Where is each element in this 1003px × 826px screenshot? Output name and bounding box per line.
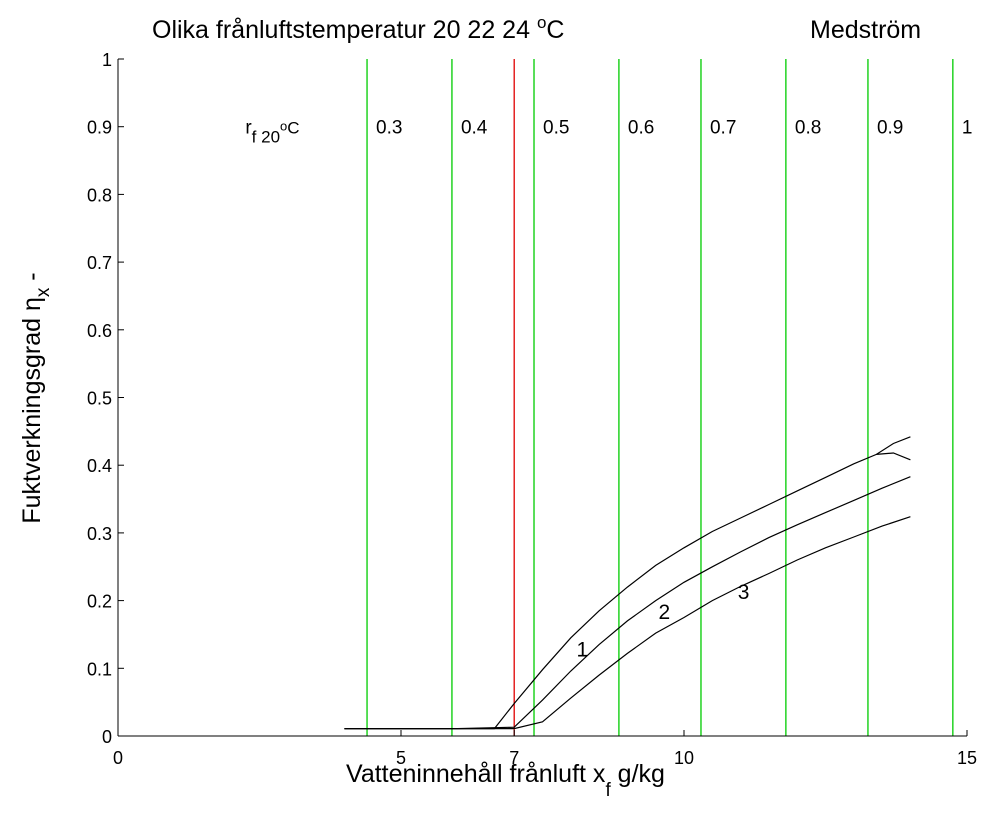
x-axis-title: Vatteninnehåll frånluft xf g/kg <box>346 760 665 801</box>
curve-label: 1 <box>576 638 588 661</box>
x-tick-label: 10 <box>674 748 694 768</box>
rh-label: 0.8 <box>795 118 821 139</box>
title-text: Olika frånluftstemperatur 20 22 24 <box>152 16 537 44</box>
x-tick-label: 7 <box>509 748 519 768</box>
rh-label: 0.7 <box>710 118 736 139</box>
rh-label: 0.3 <box>376 118 402 139</box>
y-tick-label: 0.4 <box>87 456 112 476</box>
chart-title: Olika frånluftstemperatur 20 22 24 oC <box>152 13 564 44</box>
title-degree: o <box>537 13 546 32</box>
rh-header-label: rf 20oC <box>245 118 299 147</box>
x-title-unit: g/kg <box>611 760 665 788</box>
title-unit: C <box>546 16 564 44</box>
x-tick-label: 5 <box>396 748 406 768</box>
y-tick-label: 0.5 <box>87 389 112 409</box>
y-tick-label: 0.1 <box>87 659 112 679</box>
x-title-sub: f <box>605 780 611 801</box>
series-line <box>876 452 911 461</box>
rh-header-sub: f 20 <box>252 128 280 147</box>
rh-label: 0.4 <box>461 118 488 139</box>
rh-label: 1 <box>962 118 973 139</box>
series-line <box>344 436 911 730</box>
y-tick-label: 0.9 <box>87 118 112 138</box>
curve-label: 2 <box>659 601 671 624</box>
rh-header-main: r <box>245 118 252 139</box>
y-title-sub: x <box>33 287 54 297</box>
y-tick-label: 0 <box>102 727 112 747</box>
y-tick-label: 1 <box>102 50 112 70</box>
y-axis-title: Fuktverkningsgrad ηx - <box>18 272 54 523</box>
rh-header-degree: o <box>280 119 287 134</box>
axes: 00.10.20.30.40.50.60.70.80.910 5 7 10 15 <box>87 50 977 768</box>
chart-title-right: Medström <box>810 16 921 44</box>
rh-label: 0.5 <box>543 118 569 139</box>
series-line <box>344 516 911 730</box>
y-title-unit: - <box>18 272 46 287</box>
series-group <box>344 436 911 730</box>
y-title-main: Fuktverkningsgrad η <box>18 297 46 524</box>
y-tick-label: 0.7 <box>87 253 112 273</box>
x-tick-label: 15 <box>957 748 977 768</box>
series-line <box>344 476 911 730</box>
curve-label: 3 <box>738 581 750 604</box>
labels-group: 0.3 0.4 0.5 0.6 0.7 0.8 0.9 1 rf 20oC 1 2 3 <box>245 118 972 662</box>
rh-lines <box>366 59 954 736</box>
rh-label: 0.9 <box>877 118 903 139</box>
y-tick-label: 0.2 <box>87 592 112 612</box>
y-tick-label: 0.8 <box>87 185 112 205</box>
y-tick-label: 0.3 <box>87 524 112 544</box>
plot-area: 00.10.20.30.40.50.60.70.80.910 5 7 10 15 0.3… <box>87 50 977 768</box>
x-tick-label: 0 <box>113 748 123 768</box>
rh-label: 0.6 <box>628 118 654 139</box>
x-title-main: Vatteninnehåll frånluft x <box>346 760 606 788</box>
y-tick-label: 0.6 <box>87 321 112 341</box>
rh-header-unit: C <box>287 119 299 138</box>
